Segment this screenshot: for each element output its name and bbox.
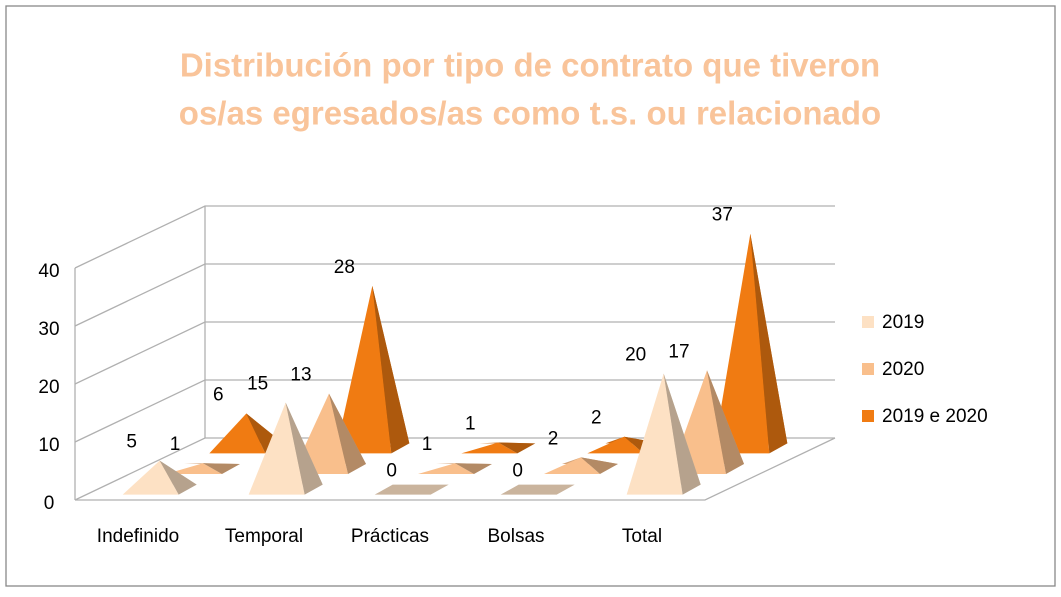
y-tick-label: 0 [44,493,55,514]
x-tick-label: Temporal [225,526,303,547]
data-label: 2 [591,408,602,429]
data-label: 1 [170,434,181,455]
pyramid-base [500,484,575,495]
grid-line [74,263,835,327]
chart-border [5,5,1056,587]
grid-line [74,205,835,269]
data-label: 20 [625,345,646,366]
pyramid-front [713,233,770,454]
pyramid-side [581,457,618,474]
x-tick-label: Bolsas [487,526,544,547]
y-tick-label: 20 [38,377,59,398]
legend-label: 2019 e 2020 [882,406,988,427]
pyramid-front [587,436,644,454]
pyramid-front [248,402,305,495]
data-label: 0 [512,461,523,482]
legend-label: 2019 [882,312,924,333]
legend-swatch [862,363,874,375]
pyramid-front [544,457,600,474]
y-tick-label: 10 [38,435,59,456]
pyramid-side [159,460,197,495]
pyramid-front [335,285,392,454]
pyramid-front [461,442,518,454]
y-tick-label: 30 [38,319,59,340]
data-label: 37 [712,205,733,226]
pyramid-side [750,233,788,454]
data-label: 28 [334,257,355,278]
data-label: 1 [422,434,433,455]
pyramid-side [372,285,410,454]
chart-title: Distribución por tipo de contrato que ti… [180,47,880,84]
legend-label: 2020 [882,359,924,380]
data-label: 5 [126,432,137,453]
data-label: 0 [386,461,397,482]
pyramid-front [626,373,683,495]
pyramid-front [209,413,266,454]
grid-line [74,379,835,443]
data-label: 2 [548,428,559,449]
floor [75,437,836,501]
data-label: 17 [668,341,689,362]
x-tick-label: Indefinido [97,526,179,547]
pyramid-front [122,460,179,495]
pyramid-front [418,463,474,474]
x-tick-label: Total [622,526,662,547]
y-tick-label: 40 [38,261,59,282]
grid-line [74,321,835,385]
pyramid-side [329,393,366,474]
pyramid-base [374,484,449,495]
data-label: 15 [247,374,268,395]
pyramid-side [455,463,492,474]
pyramid-side [285,402,323,495]
data-label: 1 [465,414,476,435]
x-tick-label: Prácticas [351,526,429,547]
pyramid-side [498,442,536,454]
chart-title: os/as egresados/as como t.s. ou relacion… [179,95,881,132]
pyramid-side [203,463,240,474]
legend-swatch [862,410,874,422]
pyramid-side [663,373,701,495]
pyramid-side [707,370,744,474]
legend-swatch [862,316,874,328]
data-label: 13 [290,365,311,386]
data-label: 6 [213,385,224,406]
pyramid-front [166,463,222,474]
